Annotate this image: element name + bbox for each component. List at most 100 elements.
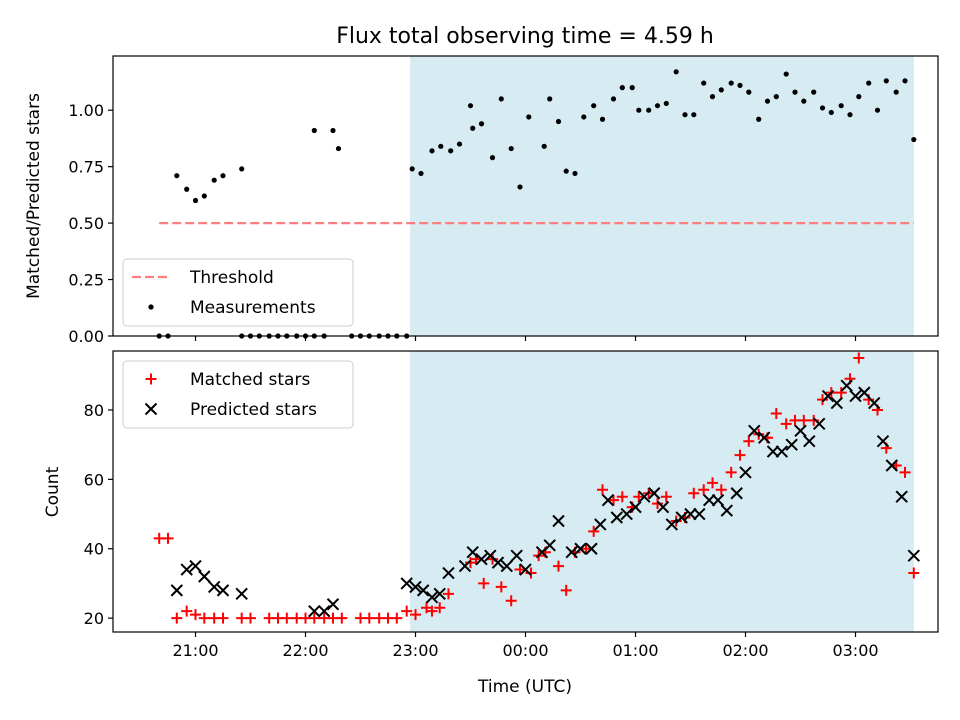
predicted-star-point [416, 584, 430, 597]
predicted-star-point [500, 559, 514, 573]
predicted-star-point [858, 386, 871, 399]
matched-star-point [908, 567, 920, 579]
matched-star-point [495, 581, 507, 593]
legend-label: Measurements [190, 298, 316, 318]
predicted-star-point [317, 604, 331, 618]
matched-star-point [434, 602, 446, 614]
observing-span-shade [410, 56, 914, 336]
predicted-star-point [610, 511, 624, 524]
predicted-star-point [475, 552, 488, 566]
predicted-star-point [739, 466, 752, 479]
predicted-star-point [466, 546, 479, 559]
y-tick-label: 0.50 [68, 214, 104, 233]
measurement-point [874, 107, 881, 113]
measurement-point [581, 114, 587, 120]
measurement-point [883, 78, 889, 84]
measurement-point [811, 89, 817, 95]
measurement-point [489, 155, 496, 161]
measurement-point [718, 87, 724, 93]
legend-label: Matched stars [190, 370, 310, 390]
predicted-star-point [594, 518, 607, 531]
predicted-star-point [885, 459, 899, 472]
measurement-point [239, 166, 245, 172]
predicted-star-point [907, 549, 921, 562]
predicted-star-point [684, 507, 697, 521]
predicted-star-point [766, 445, 780, 458]
matched-star-point [560, 584, 572, 596]
legend-predicted-swatch [144, 402, 158, 416]
matched-star-point [363, 612, 375, 624]
y-tick-label: 80 [84, 401, 104, 420]
y-tick-label: 40 [84, 540, 104, 559]
predicted-star-point [693, 507, 706, 521]
top-panel: 0.00 0.25 0.50 0.75 1.00 Threshold Measurement… [68, 55, 939, 346]
matched-star-point [525, 567, 537, 579]
matched-star-point [899, 466, 911, 478]
matched-star-point [597, 484, 608, 496]
matched-star-point [505, 595, 517, 607]
predicted-star-point [510, 549, 523, 562]
predicted-star-point [433, 587, 446, 601]
legend-box [122, 258, 354, 327]
matched-star-point [660, 491, 672, 503]
predicted-star-point [794, 424, 807, 437]
measurement-point [467, 103, 474, 109]
measurement-point [610, 96, 617, 102]
predicted-star-point [876, 434, 890, 448]
measurement-point [591, 103, 597, 109]
legend-label: Predicted stars [190, 400, 317, 420]
matched-star-point [426, 605, 438, 617]
measurement-point [792, 89, 798, 95]
matched-star-point [308, 612, 320, 624]
matched-star-point [707, 477, 718, 489]
matched-star-point [181, 605, 193, 617]
measurement-point [663, 100, 669, 107]
measurement-point [902, 78, 908, 84]
measurement-point [498, 96, 504, 102]
matched-star-point [391, 612, 403, 624]
measurement-point [409, 166, 415, 172]
measurement-point [856, 94, 862, 100]
measurement-point [211, 177, 217, 183]
x-tick-label: 22:00 [282, 641, 328, 660]
measurement-point [828, 109, 834, 116]
y-tick-label: 0.75 [68, 158, 104, 177]
predicted-star-point [425, 591, 439, 604]
matched-star-point [743, 435, 755, 447]
predicted-star-point [711, 493, 725, 507]
measurement-point [470, 125, 476, 131]
matched-star-point [478, 577, 490, 589]
matched-star-point [410, 609, 421, 621]
matched-star-point [853, 352, 865, 364]
measurement-point [517, 184, 523, 190]
matched-star-point [608, 494, 619, 506]
matched-star-point [588, 525, 600, 537]
predicted-star-point [442, 566, 455, 580]
matched-star-point [217, 612, 229, 624]
x-tick-label: 21:00 [172, 641, 218, 660]
measurement-point [429, 148, 435, 154]
matched-star-point [688, 487, 700, 499]
matched-star-point [835, 387, 847, 399]
measurement-point [572, 170, 578, 177]
bottom-y-axis-label: Count [43, 466, 63, 517]
bottom-panel: 20 40 60 80 21:00 22:00 23:00 00:00 01:00 02:00 03… [84, 350, 939, 660]
x-axis-label: Time (UTC) [477, 677, 572, 697]
predicted-star-point [785, 438, 798, 451]
measurement-point [893, 89, 899, 95]
x-tick-label: 00:00 [502, 641, 548, 660]
predicted-star-point [574, 542, 587, 555]
predicted-star-point [803, 434, 816, 448]
measurement-point [599, 116, 606, 122]
predicted-star-point [585, 542, 598, 555]
y-tick-label: 1.00 [68, 101, 104, 120]
measurement-point [330, 127, 336, 134]
matched-star-point [770, 407, 782, 419]
matched-star-point [817, 394, 828, 406]
measurement-point [174, 173, 180, 179]
top-y-axis-label: Matched/Predicted stars [24, 93, 44, 299]
x-tick-label: 03:00 [832, 641, 878, 660]
predicted-star-point [180, 563, 193, 576]
x-tick-label: 23:00 [392, 641, 438, 660]
